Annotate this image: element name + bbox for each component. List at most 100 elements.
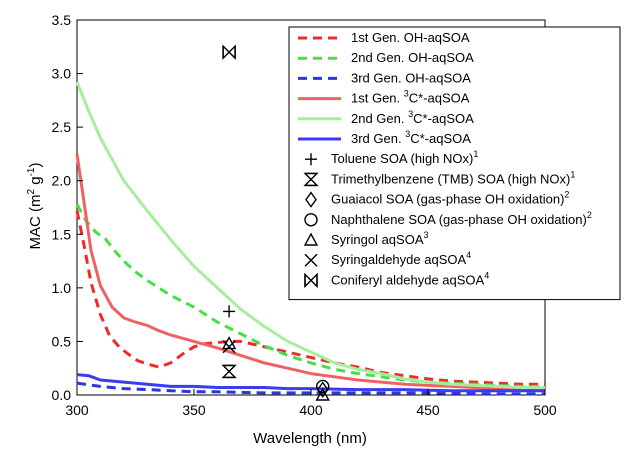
legend-marker-sup: 1 bbox=[570, 169, 575, 179]
legend-marker-text: Coniferyl aldehyde aqSOA bbox=[331, 272, 485, 287]
data-marker-4-1-shape bbox=[316, 379, 330, 394]
legend-marker-label-7: Coniferyl aldehyde aqSOA4 bbox=[331, 270, 489, 287]
y-axis-title-mid: g bbox=[27, 176, 44, 189]
y-tick-label: 2.0 bbox=[52, 173, 72, 189]
series-layer bbox=[75, 81, 546, 396]
legend-marker-text: Naphthalene SOA (gas-phase OH oxidation) bbox=[331, 212, 587, 227]
legend-symbol-4-shape bbox=[304, 213, 318, 227]
legend-marker-label-2: Trimethylbenzene (TMB) SOA (high NOx)1 bbox=[331, 169, 575, 186]
legend-marker-text: Syringol aqSOA bbox=[331, 232, 424, 247]
series-line-6 bbox=[76, 373, 545, 393]
x-tick-label: 400 bbox=[299, 402, 323, 418]
legend-symbol-7-bars bbox=[304, 274, 318, 287]
legend-symbol-4 bbox=[304, 213, 318, 227]
data-marker-3-1-shape bbox=[316, 381, 329, 398]
x-tick-label: 350 bbox=[182, 402, 206, 418]
data-marker-5-2 bbox=[315, 387, 330, 401]
legend-label-text: 2nd Gen. bbox=[351, 111, 408, 126]
y-tick-label: 1.0 bbox=[52, 280, 72, 296]
data-marker-5-2-shape bbox=[315, 387, 330, 401]
y-axis-title-sup1: 2 bbox=[26, 188, 37, 194]
x-tick-label: 500 bbox=[533, 402, 557, 418]
legend-label-3: 3rd Gen. OH-aqSOA bbox=[351, 70, 471, 85]
legend-symbol-5 bbox=[303, 232, 319, 246]
y-axis-title: MAC (m2 g-1) bbox=[26, 163, 44, 250]
legend-label-sup: 3 bbox=[405, 129, 410, 139]
legend-label-text: 1st Gen. OH-aqSOA bbox=[351, 30, 470, 45]
legend-symbol-2 bbox=[303, 172, 319, 187]
legend-marker-label-4: Naphthalene SOA (gas-phase OH oxidation)… bbox=[331, 210, 592, 227]
x-tick-label: 300 bbox=[65, 402, 89, 418]
legend-marker-sup: 2 bbox=[587, 210, 592, 220]
series-line-1 bbox=[75, 210, 545, 386]
legend-marker-label-6: Syringaldehyde aqSOA4 bbox=[331, 250, 471, 267]
y-tick-label: 3.5 bbox=[52, 12, 72, 28]
y-tick-label: 0.5 bbox=[52, 333, 72, 349]
legend-label-2: 2nd Gen. OH-aqSOA bbox=[351, 50, 474, 65]
data-marker-6-1 bbox=[222, 340, 236, 354]
legend-label-text: 3rd Gen. OH-aqSOA bbox=[351, 70, 471, 85]
legend: 1st Gen. OH-aqSOA 2nd Gen. OH-aqSOA 3rd Ge… bbox=[288, 26, 621, 301]
marker-layer bbox=[221, 44, 330, 401]
legend-symbol-1-shape bbox=[305, 153, 317, 166]
legend-label-5: 2nd Gen. 3C*-aqSOA bbox=[351, 109, 474, 126]
legend-marker-text: Trimethylbenzene (TMB) SOA (high NOx) bbox=[331, 171, 570, 186]
legend-label-tail: C*-aqSOA bbox=[413, 111, 474, 126]
legend-label-sup: 3 bbox=[408, 109, 413, 119]
legend-symbol-7 bbox=[304, 272, 318, 289]
series-line-2 bbox=[75, 203, 545, 388]
y-tick-label: 1.5 bbox=[52, 226, 72, 242]
data-marker-2-1-shape bbox=[221, 364, 237, 379]
legend-symbol-6 bbox=[304, 253, 318, 267]
legend-symbol-5-shape bbox=[303, 232, 319, 246]
legend-label-text: 2nd Gen. OH-aqSOA bbox=[351, 50, 474, 65]
y-tick-label: 3.0 bbox=[52, 66, 72, 82]
series-line-5 bbox=[75, 81, 545, 389]
legend-label-4: 1st Gen. 3C*-aqSOA bbox=[351, 89, 470, 106]
legend-label-text: 1st Gen. bbox=[351, 91, 404, 106]
legend-label-1: 1st Gen. OH-aqSOA bbox=[351, 30, 470, 45]
legend-marker-text: Guaiacol SOA (gas-phase OH oxidation) bbox=[331, 192, 564, 207]
data-marker-1-1-shape bbox=[223, 305, 236, 318]
x-axis-title: Wavelength (nm) bbox=[253, 430, 367, 447]
legend-marker-label-3: Guaiacol SOA (gas-phase OH oxidation)2 bbox=[331, 190, 569, 207]
legend-marker-sup: 4 bbox=[466, 250, 471, 260]
legend-marker-label-1: Toluene SOA (high NOx)1 bbox=[331, 149, 478, 166]
legend-label-tail: C*-aqSOA bbox=[410, 131, 471, 146]
y-tick-label: 2.5 bbox=[52, 119, 72, 135]
data-marker-4-1 bbox=[316, 379, 330, 394]
legend-symbol-3 bbox=[305, 191, 317, 208]
legend-marker-sup: 3 bbox=[424, 230, 429, 240]
y-axis-title-end: ) bbox=[27, 163, 44, 168]
data-marker-7-1 bbox=[222, 44, 236, 60]
legend-marker-sup: 1 bbox=[473, 149, 478, 159]
legend-label-tail: C*-aqSOA bbox=[409, 91, 470, 106]
data-marker-2-1-bars bbox=[223, 364, 236, 379]
x-tick-label: 450 bbox=[416, 402, 440, 418]
legend-symbol-1 bbox=[305, 153, 317, 166]
data-marker-6-1-shape bbox=[222, 340, 236, 354]
legend-symbol-6-shape bbox=[304, 253, 318, 267]
data-marker-3-1 bbox=[316, 381, 329, 398]
data-marker-2-1 bbox=[221, 364, 237, 379]
legend-label-text: 3rd Gen. bbox=[351, 131, 405, 146]
data-marker-7-1-shape bbox=[222, 44, 236, 60]
series-line-4 bbox=[75, 153, 546, 392]
data-marker-1-1 bbox=[223, 305, 236, 318]
legend-symbol-2-bars bbox=[305, 172, 317, 187]
axes-layer: 300 350 400 450 500 0.0 0.5 1.0 1.5 2.0 2.5 3.0 3.5 bbox=[52, 12, 557, 418]
legend-marker-text: Toluene SOA (high NOx) bbox=[331, 151, 473, 166]
legend-label-sup: 3 bbox=[404, 89, 409, 99]
legend-marker-sup: 2 bbox=[564, 190, 569, 200]
legend-box bbox=[288, 26, 621, 301]
legend-marker-text: Syringaldehyde aqSOA bbox=[331, 252, 466, 267]
data-marker-7-1-bars bbox=[222, 46, 236, 59]
y-tick-label: 0.0 bbox=[52, 387, 72, 403]
legend-label-6: 3rd Gen. 3C*-aqSOA bbox=[351, 129, 471, 146]
legend-marker-label-5: Syringol aqSOA3 bbox=[331, 230, 429, 247]
legend-symbol-3-shape bbox=[305, 191, 317, 208]
legend-marker-sup: 4 bbox=[484, 270, 489, 280]
y-axis-title-main: MAC (m bbox=[27, 194, 44, 249]
